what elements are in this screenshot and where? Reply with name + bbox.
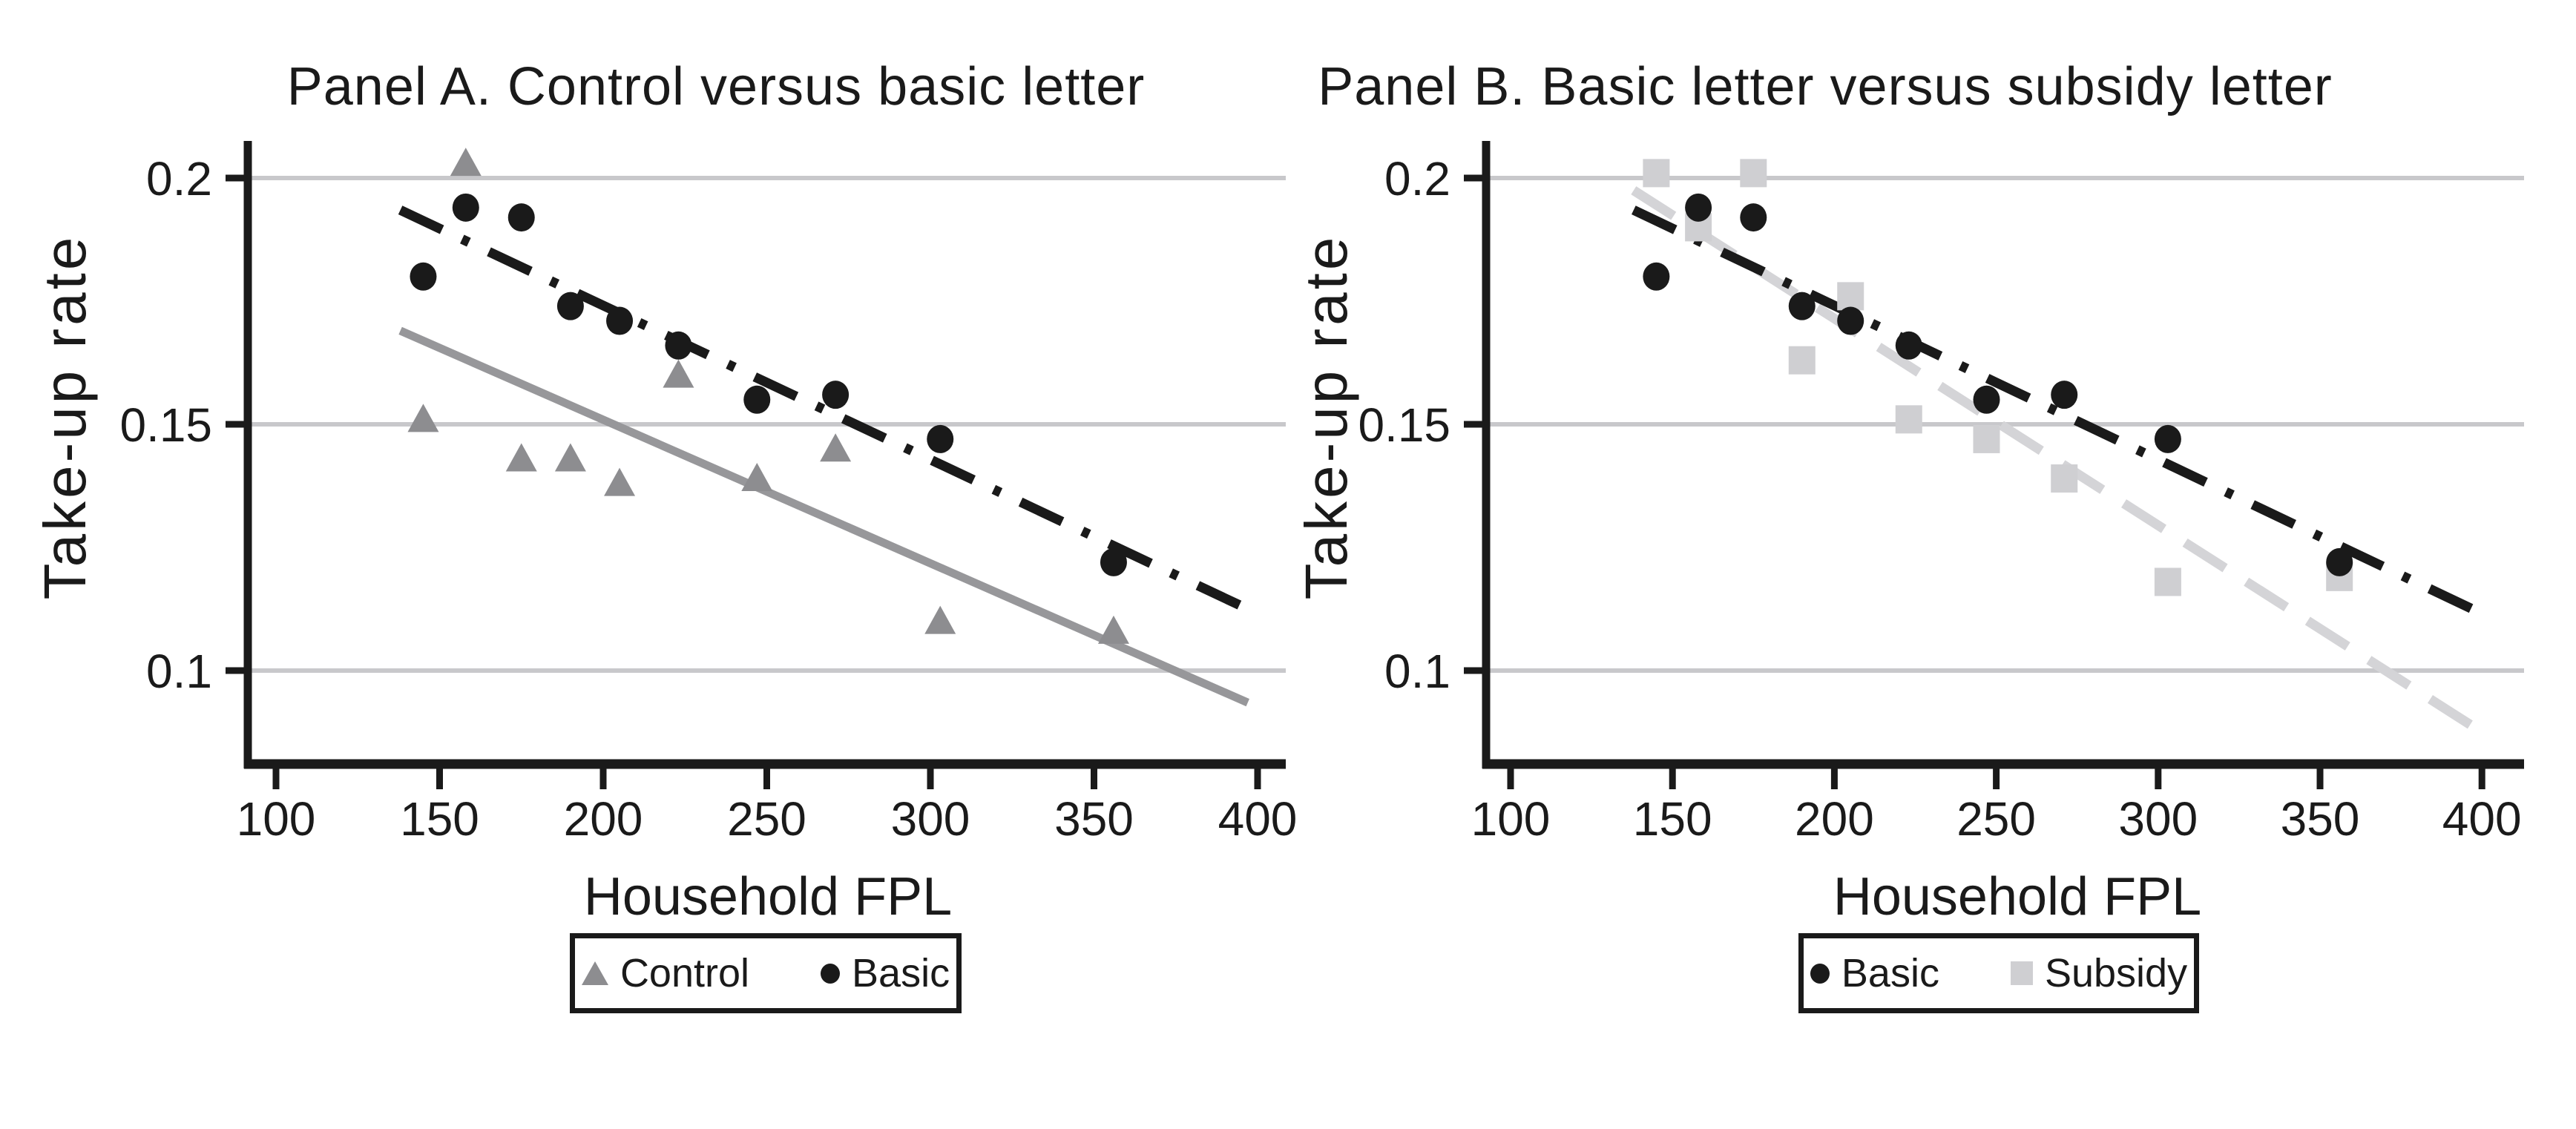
basic-data-point bbox=[743, 385, 771, 414]
control-data-point bbox=[450, 148, 482, 177]
subsidy-data-point bbox=[1895, 405, 1922, 434]
subsidy-square-icon bbox=[2010, 961, 2033, 985]
x-tick-label: 250 bbox=[1956, 792, 2036, 846]
basic-data-point bbox=[2326, 547, 2353, 576]
basic-data-point bbox=[2154, 424, 2181, 453]
basic-fit-line bbox=[1632, 205, 2474, 613]
basic-data-point bbox=[1643, 262, 1670, 291]
control-triangle-icon bbox=[581, 961, 608, 985]
x-tick-label: 100 bbox=[1471, 792, 1551, 846]
control-fit-line bbox=[398, 326, 1249, 707]
x-tick-label: 250 bbox=[727, 792, 806, 846]
y-tick-label: 0.15 bbox=[119, 398, 212, 452]
basic-fit-line bbox=[398, 205, 1250, 613]
control-data-point bbox=[663, 359, 694, 388]
legend-item-control: Control bbox=[581, 950, 750, 996]
control-data-point bbox=[820, 433, 852, 462]
panel-a-y-axis-label: Take-up rate bbox=[32, 234, 98, 600]
y-tick-label: 0.1 bbox=[146, 645, 212, 698]
subsidy-data-point bbox=[1740, 159, 1767, 188]
basic-data-point bbox=[1685, 193, 1712, 222]
y-tick-label: 0.2 bbox=[1384, 152, 1450, 205]
control-data-point bbox=[505, 443, 537, 472]
legend-item-subsidy: Subsidy bbox=[2010, 950, 2188, 996]
y-tick-label: 0.15 bbox=[1358, 398, 1450, 452]
subsidy-data-point bbox=[2154, 567, 2181, 596]
panel-a-title: Panel A. Control versus basic letter bbox=[286, 57, 1146, 116]
basic-circle-icon bbox=[1810, 963, 1830, 984]
legend-label: Basic bbox=[1841, 951, 1939, 995]
basic-data-point bbox=[1895, 331, 1922, 360]
x-tick-label: 300 bbox=[2118, 792, 2198, 846]
x-tick-label: 150 bbox=[1633, 792, 1712, 846]
basic-data-point bbox=[556, 292, 584, 320]
x-tick-label: 200 bbox=[564, 792, 643, 846]
control-data-point bbox=[741, 463, 773, 492]
y-tick-label: 0.1 bbox=[1384, 645, 1450, 698]
subsidy-fit-line bbox=[1631, 186, 2485, 737]
x-tick-label: 200 bbox=[1795, 792, 1874, 846]
legend-label: Subsidy bbox=[2044, 951, 2188, 995]
panel-b-title: Panel B. Basic letter versus subsidy let… bbox=[1318, 57, 2333, 116]
control-data-point bbox=[554, 443, 586, 472]
x-tick-label: 300 bbox=[891, 792, 970, 846]
x-tick-label: 400 bbox=[1218, 792, 1298, 846]
legend-item-basic: Basic bbox=[1810, 950, 1939, 996]
panel-b-legend: Basic Subsidy bbox=[1798, 933, 2199, 1013]
x-tick-label: 100 bbox=[237, 792, 316, 846]
control-data-point bbox=[604, 467, 636, 496]
x-tick-label: 350 bbox=[1054, 792, 1134, 846]
subsidy-data-point bbox=[1643, 159, 1670, 188]
basic-data-point bbox=[606, 306, 634, 335]
legend-label: Control bbox=[620, 951, 750, 995]
subsidy-data-point bbox=[1973, 424, 2000, 453]
subsidy-data-point bbox=[1788, 346, 1816, 375]
x-tick-label: 400 bbox=[2442, 792, 2522, 846]
basic-data-point bbox=[927, 424, 954, 453]
control-data-point bbox=[924, 605, 956, 634]
panel-a-legend: Control Basic bbox=[570, 933, 962, 1013]
x-tick-label: 150 bbox=[400, 792, 479, 846]
y-tick-label: 0.2 bbox=[146, 152, 212, 205]
legend-item-basic: Basic bbox=[821, 950, 950, 996]
basic-data-point bbox=[1740, 203, 1767, 232]
basic-data-point bbox=[665, 331, 692, 360]
basic-data-point bbox=[1973, 385, 2000, 414]
basic-data-point bbox=[2051, 381, 2078, 409]
basic-data-point bbox=[410, 262, 437, 291]
basic-data-point bbox=[1788, 292, 1816, 320]
basic-data-point bbox=[1100, 547, 1127, 576]
basic-data-point bbox=[822, 381, 850, 409]
subsidy-data-point bbox=[2051, 464, 2078, 493]
subsidy-data-point bbox=[1837, 282, 1864, 311]
control-data-point bbox=[407, 404, 439, 432]
basic-data-point bbox=[1837, 306, 1864, 335]
x-tick-label: 350 bbox=[2281, 792, 2360, 846]
control-data-point bbox=[1097, 615, 1129, 644]
basic-circle-icon bbox=[821, 963, 841, 984]
panel-b-x-axis-label: Household FPL bbox=[1833, 867, 2202, 926]
panel-a-x-axis-label: Household FPL bbox=[583, 867, 953, 926]
panel-b-y-axis-label: Take-up rate bbox=[1293, 234, 1359, 600]
basic-data-point bbox=[507, 203, 535, 232]
basic-data-point bbox=[452, 193, 479, 222]
legend-label: Basic bbox=[852, 951, 950, 995]
